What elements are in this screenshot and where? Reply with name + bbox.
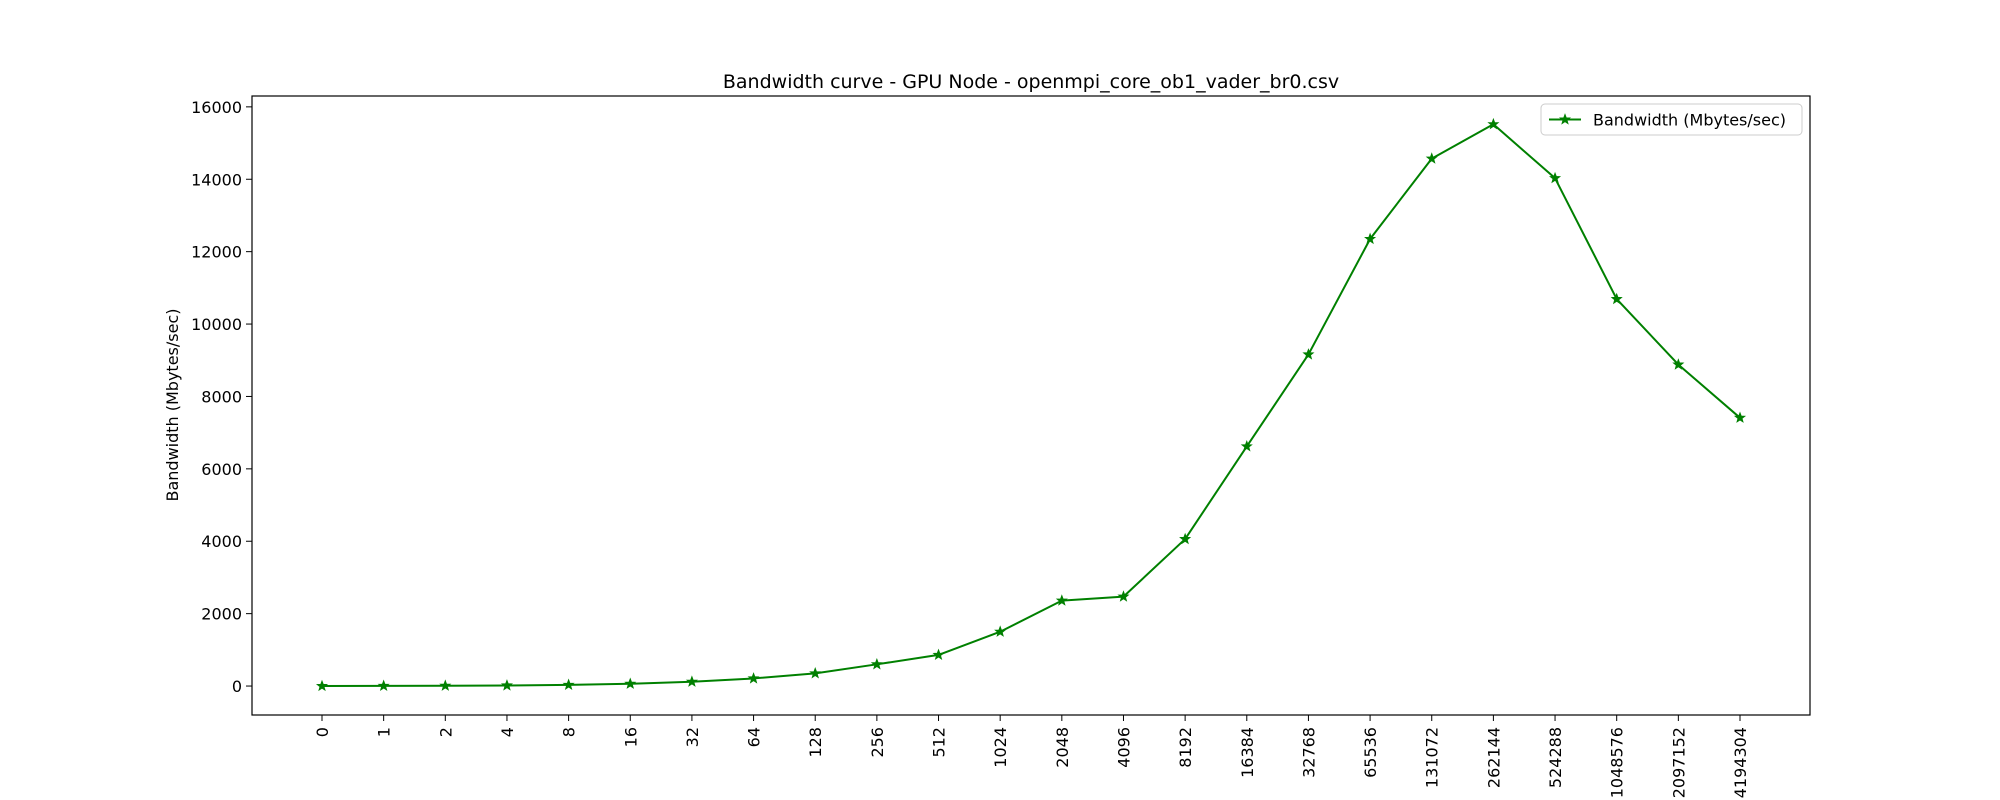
x-tick-label: 4194304 bbox=[1731, 727, 1750, 798]
x-tick-label: 2048 bbox=[1053, 727, 1072, 768]
x-tick-label: 2 bbox=[436, 727, 455, 737]
data-point-marker bbox=[932, 648, 945, 661]
data-point-marker bbox=[1179, 532, 1192, 545]
data-point-marker bbox=[1425, 152, 1438, 164]
plot-frame bbox=[251, 95, 1811, 716]
x-tick-label: 256 bbox=[868, 727, 887, 758]
data-point-marker bbox=[562, 678, 575, 691]
data-point-marker bbox=[624, 677, 637, 689]
y-tick-label: 4000 bbox=[201, 532, 242, 551]
data-point-marker bbox=[1733, 411, 1747, 423]
x-tick-label: 0 bbox=[313, 727, 332, 737]
x-tick-label: 65536 bbox=[1361, 727, 1380, 778]
y-tick-label: 14000 bbox=[191, 170, 242, 189]
x-tick-label: 4096 bbox=[1114, 727, 1133, 768]
data-point-marker bbox=[1240, 440, 1253, 452]
y-axis-label: Bandwidth (Mbytes/sec) bbox=[163, 309, 182, 502]
legend-marker bbox=[1558, 113, 1572, 125]
data-point-marker bbox=[377, 679, 390, 692]
legend-box bbox=[1540, 103, 1803, 136]
data-point-marker bbox=[1302, 348, 1315, 360]
y-tick-label: 12000 bbox=[191, 243, 242, 262]
x-tick-label: 4 bbox=[498, 727, 517, 737]
x-tick-label: 64 bbox=[745, 727, 764, 747]
x-tick-label: 512 bbox=[930, 727, 949, 758]
x-tick-label: 1048576 bbox=[1608, 727, 1627, 798]
x-tick-label: 131072 bbox=[1423, 727, 1442, 788]
data-point-marker bbox=[1672, 358, 1685, 370]
data-point-marker bbox=[994, 625, 1007, 637]
y-tick-label: 10000 bbox=[191, 315, 242, 334]
x-tick-label: 1024 bbox=[991, 727, 1010, 768]
data-point-marker bbox=[747, 672, 760, 684]
x-tick-label: 8192 bbox=[1176, 727, 1195, 768]
data-point-marker bbox=[500, 679, 513, 691]
x-tick-label: 16 bbox=[621, 727, 640, 747]
data-point-marker bbox=[315, 679, 329, 692]
legend: Bandwidth (Mbytes/sec) bbox=[1540, 103, 1803, 136]
x-tick-label: 262144 bbox=[1484, 727, 1503, 788]
data-point-marker bbox=[1364, 232, 1377, 245]
x-tick-label: 8 bbox=[560, 727, 579, 737]
data-point-marker bbox=[1610, 292, 1623, 305]
x-tick-label: 32 bbox=[683, 727, 702, 747]
data-point-marker bbox=[1055, 594, 1068, 606]
data-point-marker bbox=[1487, 117, 1500, 130]
x-tick-label: 16384 bbox=[1238, 727, 1257, 778]
y-tick-label: 2000 bbox=[201, 605, 242, 624]
y-tick-label: 0 bbox=[232, 677, 242, 696]
x-tick-label: 2097152 bbox=[1669, 727, 1688, 798]
data-point-marker bbox=[870, 657, 883, 670]
y-tick-label: 8000 bbox=[201, 387, 242, 406]
data-point-marker bbox=[1549, 171, 1562, 184]
x-tick-label: 1 bbox=[375, 727, 394, 737]
chart-title: Bandwidth curve - GPU Node - openmpi_cor… bbox=[723, 71, 1339, 93]
data-point-marker bbox=[1117, 590, 1130, 602]
x-tick-label: 32768 bbox=[1299, 727, 1318, 778]
data-point-marker bbox=[809, 667, 822, 679]
series-line bbox=[321, 123, 1741, 688]
legend-label: Bandwidth (Mbytes/sec) bbox=[1593, 111, 1786, 130]
x-tick-label: 524288 bbox=[1546, 727, 1565, 788]
data-point-marker bbox=[685, 675, 698, 687]
series-group bbox=[315, 117, 1747, 692]
x-tick-label: 128 bbox=[806, 727, 825, 758]
y-tick-label: 6000 bbox=[201, 460, 242, 479]
data-point-marker bbox=[439, 679, 452, 691]
y-tick-label: 16000 bbox=[191, 98, 242, 117]
